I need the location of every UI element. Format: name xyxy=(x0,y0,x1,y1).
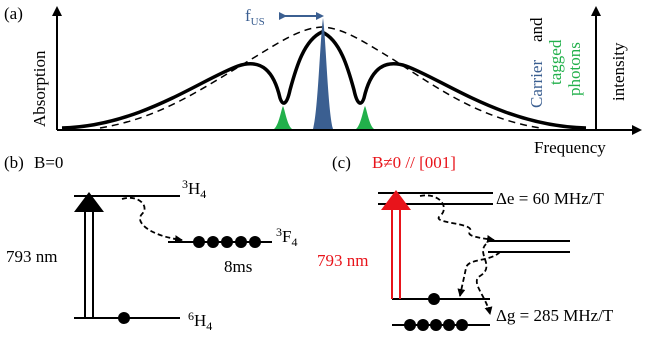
photons-label: photons xyxy=(565,42,584,96)
panel-c-label: (c) xyxy=(332,153,351,172)
wavelength-label-c: 793 nm xyxy=(317,251,368,270)
tagged-photon-peak-right xyxy=(356,106,374,129)
decay-arrow-c-2 xyxy=(457,251,501,297)
lifetime-label: 8ms xyxy=(224,257,252,276)
panel-b-field-label: B=0 xyxy=(34,153,63,172)
delta-g-label: Δg = 285 MHz/T xyxy=(496,306,614,325)
tagged-photon-peak-left xyxy=(274,106,292,129)
level-3h4-label: 3H4 xyxy=(182,177,206,201)
panel-b: (b) B=0 3H4 3F4 6H4 793 nm 8ms xyxy=(4,153,297,333)
tagged-label: tagged xyxy=(546,39,565,85)
decay-arrow xyxy=(121,196,183,244)
intensity-label: intensity xyxy=(609,42,628,101)
decay-arrow-c-3 xyxy=(475,243,493,315)
panel-a: (a) Absorption Frequency fUS Carrier and… xyxy=(4,4,642,157)
level-6h4-label: 6H4 xyxy=(188,309,212,333)
ground-lower-population-dots xyxy=(404,319,468,331)
ground-upper-population-dot xyxy=(428,293,440,305)
decay-arrow-c-1 xyxy=(419,194,495,243)
delta-e-label: Δe = 60 MHz/T xyxy=(496,189,604,208)
panel-c: (c) B≠0 // [001] Δe = 60 MHz/T Δg = 285 … xyxy=(317,153,614,331)
ground-population-dot xyxy=(118,312,130,324)
inhomogeneous-envelope-curve xyxy=(99,26,541,129)
f-us-label: fUS xyxy=(245,6,265,28)
wavelength-label-b: 793 nm xyxy=(6,247,57,266)
metastable-population-dots xyxy=(193,236,261,248)
panel-c-field-label: B≠0 // [001] xyxy=(372,153,456,172)
carrier-peak xyxy=(313,18,333,129)
level-3f4-label: 3F4 xyxy=(276,225,297,249)
y-axis-label: Absorption xyxy=(30,50,49,127)
red-excitation-arrowhead xyxy=(381,190,411,210)
and-label: and xyxy=(527,17,546,42)
panel-a-label: (a) xyxy=(4,4,23,23)
x-axis-label: Frequency xyxy=(534,138,606,157)
panel-b-label: (b) xyxy=(4,153,24,172)
carrier-label: Carrier xyxy=(527,60,546,108)
excitation-arrowhead xyxy=(74,192,104,212)
